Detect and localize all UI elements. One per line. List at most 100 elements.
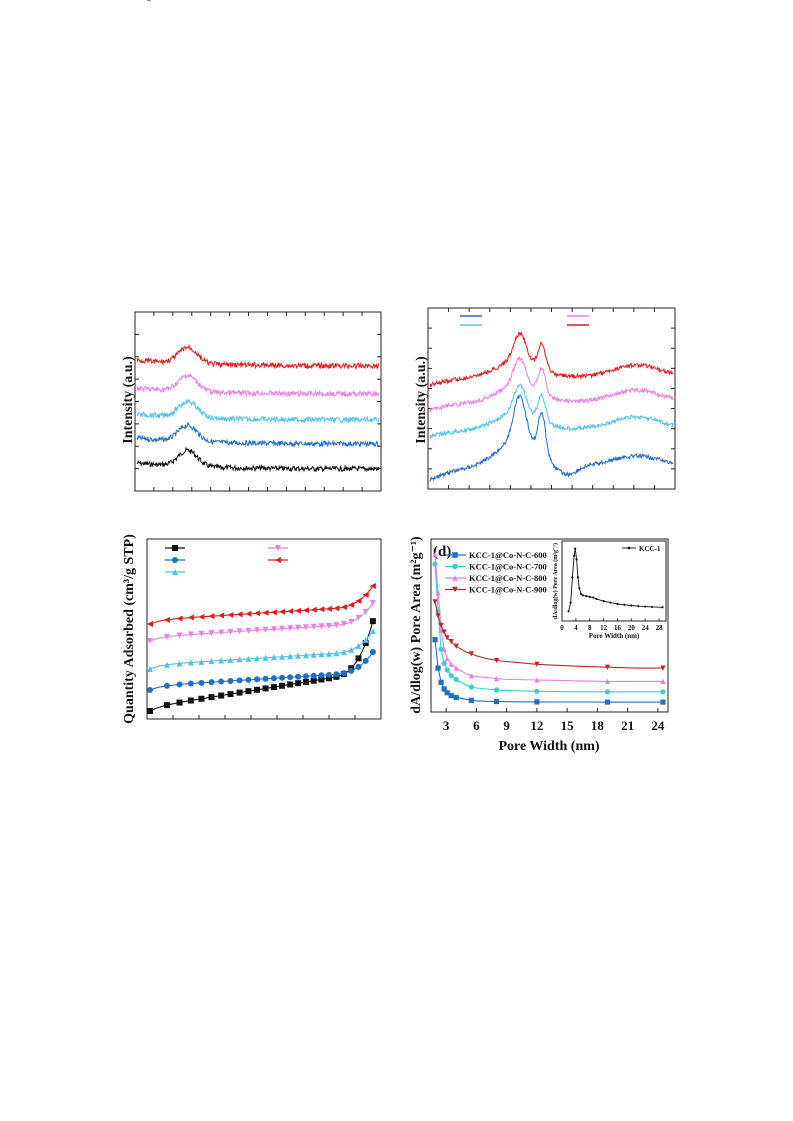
isotherm-point-blue xyxy=(208,679,215,686)
isotherm-point-cyan xyxy=(227,656,234,663)
pore-point-teal xyxy=(468,684,474,690)
panel-c-ylabel: Quantity Adsorbed (cm³/g STP) xyxy=(122,534,137,724)
inset-point xyxy=(602,600,605,603)
panel-d-frame xyxy=(430,538,669,713)
pore-point-teal xyxy=(444,667,450,673)
isotherm-point-pink xyxy=(333,622,340,629)
panel-c-legend xyxy=(165,545,288,575)
isotherm-point-red xyxy=(245,610,252,617)
isotherm-point-cyan xyxy=(295,652,302,659)
isotherm-point-cyan xyxy=(254,655,261,662)
isotherm-point-pink xyxy=(254,627,261,634)
pore-point-pink xyxy=(438,627,444,633)
inset-point xyxy=(588,595,591,598)
isotherm-point-black xyxy=(355,655,362,662)
isotherm-point-blue xyxy=(236,677,243,684)
isotherm-point-black xyxy=(318,676,325,683)
isotherm-point-cyan xyxy=(362,636,369,643)
panel-d-legend: KCC-1@Co-N-C-600KCC-1@Co-N-C-700KCC-1@Co… xyxy=(445,550,547,595)
isotherm-point-pink xyxy=(270,626,277,633)
isotherm-point-pink xyxy=(147,638,153,644)
pore-point-pink xyxy=(534,677,540,683)
isotherm-point-cyan xyxy=(325,650,332,657)
isotherm-point-pink xyxy=(318,623,325,630)
isotherm-point-pink xyxy=(163,633,170,640)
isotherm-point-blue xyxy=(254,676,261,683)
isotherm-point-black xyxy=(187,697,194,704)
legend-marker-blue xyxy=(452,552,458,558)
isotherm-point-blue xyxy=(198,679,205,686)
inset-x-tick-label: 0 xyxy=(560,624,564,632)
inset-legend: KCC-1 xyxy=(622,545,661,553)
legend-marker-cyan xyxy=(172,569,178,575)
isotherm-point-cyan xyxy=(218,657,225,664)
pore-point-pink xyxy=(453,665,459,671)
isotherm-point-cyan xyxy=(310,651,317,658)
pore-line-pink xyxy=(434,554,663,682)
legend-label: KCC-1@Co-N-C-600 xyxy=(469,550,547,560)
isotherm-point-black xyxy=(295,680,302,687)
isotherm-point-blue xyxy=(147,687,153,693)
isotherm-point-black xyxy=(236,689,243,696)
x-tick-label: 9 xyxy=(503,718,510,733)
inset-x-tick-label: 24 xyxy=(642,624,650,632)
isotherm-point-pink xyxy=(348,618,355,625)
legend-marker-black xyxy=(172,545,178,551)
x-tick-label: 12 xyxy=(530,718,543,733)
inset-point xyxy=(637,605,640,608)
panel-c-frame xyxy=(146,538,382,720)
isotherm-point-blue xyxy=(355,663,362,670)
pore-point-pink xyxy=(435,589,441,595)
isotherm-point-red xyxy=(348,601,355,608)
isotherm-point-cyan xyxy=(208,658,215,665)
pore-point-darkred xyxy=(534,661,540,667)
isotherm-point-blue xyxy=(302,673,309,680)
legend-marker-pink xyxy=(452,575,458,581)
isotherm-point-red xyxy=(227,611,234,618)
inset-x-tick-label: 16 xyxy=(614,624,622,632)
isotherm-point-cyan xyxy=(302,652,309,659)
pore-point-blue xyxy=(448,692,454,699)
isotherm-point-black xyxy=(208,694,215,701)
isotherm-point-black xyxy=(163,702,170,709)
pore-point-pink xyxy=(604,678,611,684)
isotherm-line-cyan xyxy=(149,630,374,670)
panel-d-series xyxy=(432,551,666,705)
isotherm-point-cyan xyxy=(369,628,376,635)
isotherm-point-blue xyxy=(325,671,332,678)
panel-d-ticks: 3 6 9 12 15 18 21 24 xyxy=(443,708,665,733)
isotherm-point-red xyxy=(340,604,347,611)
panel-b-series xyxy=(429,331,674,482)
isotherm-point-pink xyxy=(187,631,194,638)
x-tick-label: 24 xyxy=(651,718,665,733)
legend-marker-darkred xyxy=(452,586,458,593)
isotherm-point-red xyxy=(302,607,309,614)
inset-point xyxy=(576,576,580,579)
pore-point-darkred xyxy=(444,635,450,641)
legend-marker-pink xyxy=(275,545,281,551)
panel-a-series xyxy=(136,343,380,473)
series-line-blue xyxy=(136,421,380,449)
pore-point-blue xyxy=(468,697,474,703)
inset-point xyxy=(661,606,664,609)
isotherm-point-cyan xyxy=(176,660,183,667)
isotherm-point-cyan xyxy=(245,655,252,662)
isotherm-point-black xyxy=(262,685,269,692)
isotherm-point-pink xyxy=(208,630,215,637)
series-line-blue xyxy=(429,394,674,482)
isotherm-point-black xyxy=(362,640,369,647)
isotherm-point-red xyxy=(270,609,277,616)
inset-point xyxy=(569,601,572,604)
isotherm-point-blue xyxy=(333,671,340,678)
panel-b-xrd: Intensity (a.u.) xyxy=(414,307,676,490)
isotherm-point-pink xyxy=(227,628,234,635)
panel-d-ylabel: dA/dlog(w) Pore Area (m²g⁻¹) xyxy=(409,536,424,714)
pore-point-blue xyxy=(534,699,540,705)
isotherm-point-pink xyxy=(310,623,317,630)
pore-line-darkred xyxy=(434,601,663,669)
panel-d-inset: 0 4 8 12 16 20 24 28 KCC-1 Pore Width (nm) dA/d… xyxy=(552,540,667,640)
isotherm-point-red xyxy=(318,606,325,613)
inset-point xyxy=(592,596,595,599)
isotherm-point-blue xyxy=(318,672,325,679)
isotherm-point-pink xyxy=(369,600,376,607)
